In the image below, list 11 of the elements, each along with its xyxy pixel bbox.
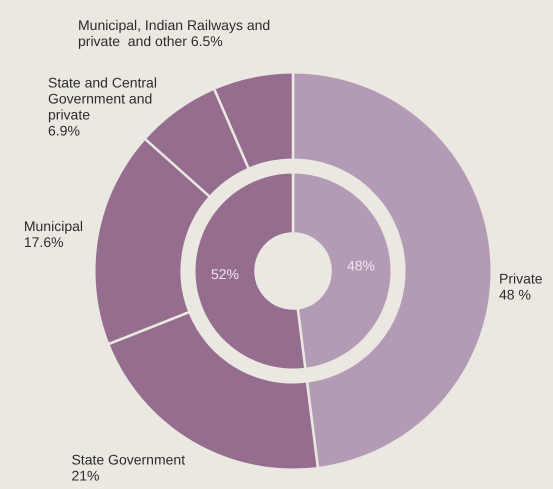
data-label: 17.6% — [24, 234, 64, 250]
slice-label: Private — [499, 270, 543, 286]
slice-label: Municipal — [24, 218, 84, 234]
data-label: 48 % — [499, 286, 531, 302]
data-label: 6.9% — [48, 122, 80, 139]
slice-label: Municipal, Indian Railways and private and other 6.5% — [78, 16, 270, 49]
data-label: 21% — [71, 467, 100, 484]
slice-label: State and Central Government and private — [48, 74, 157, 123]
data-label: 48% — [346, 258, 376, 274]
slice-label: State Government — [71, 451, 186, 468]
data-label: 52% — [210, 266, 240, 282]
